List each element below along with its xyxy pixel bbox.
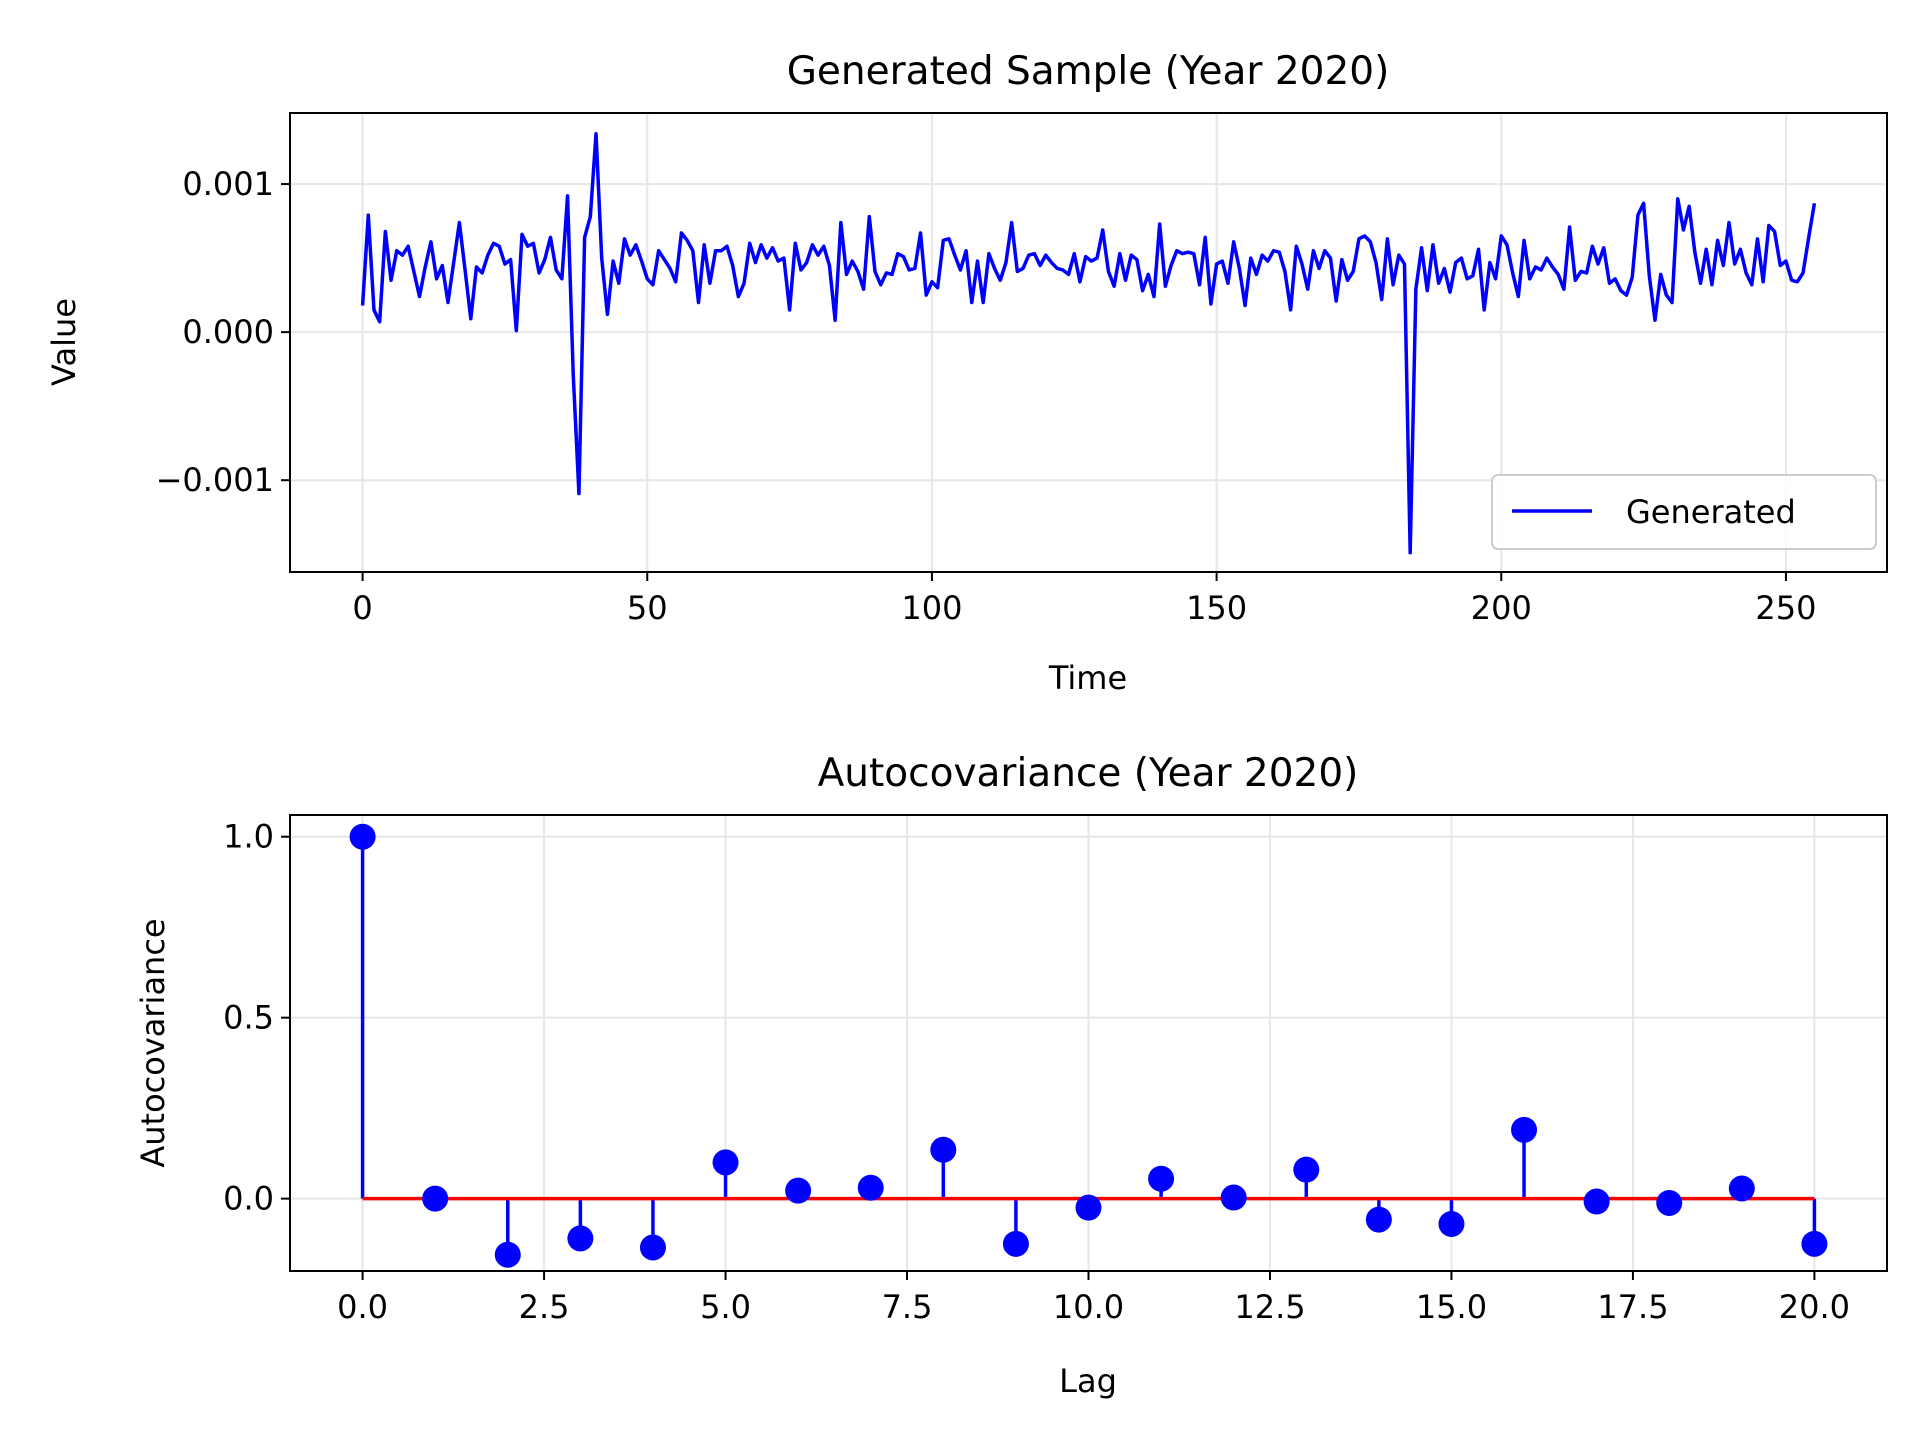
stem-marker (1075, 1194, 1102, 1221)
x-tick-label: 10.0 (1053, 1288, 1124, 1326)
legend-label-generated: Generated (1626, 493, 1796, 531)
time-series-y-axis-label: Value (45, 298, 83, 386)
stem-marker (639, 1234, 666, 1261)
y-tick-label: 0.001 (182, 165, 274, 203)
stem-marker (1728, 1175, 1755, 1202)
x-tick-label: 250 (1755, 589, 1816, 627)
stem-marker (785, 1177, 812, 1204)
x-tick-label: 150 (1186, 589, 1247, 627)
stem-marker (1220, 1184, 1247, 1211)
time-series-frame (289, 112, 1888, 573)
autocovariance-y-ticks: 1.0 0.5 0.0 (223, 818, 290, 1218)
autocovariance-plot-area (349, 823, 1828, 1268)
autocovariance-title: Autocovariance (Year 2020) (818, 751, 1359, 796)
x-tick-label: 200 (1471, 589, 1532, 627)
y-tick-label: 0.000 (182, 313, 274, 351)
stem-marker (349, 823, 376, 850)
autocovariance-panel: Autocovariance (Year 2020) 0.0 2.5 5.0 7.5 1… (134, 751, 1888, 1400)
stem-marker (857, 1174, 884, 1201)
stem-marker (1293, 1156, 1320, 1183)
stem-marker (930, 1136, 957, 1163)
x-tick-label: 7.5 (882, 1288, 933, 1326)
stem-marker (712, 1149, 739, 1176)
autocovariance-x-axis-label: Lag (1059, 1362, 1117, 1400)
legend-box (1491, 474, 1877, 550)
x-tick-label: 0 (352, 589, 372, 627)
time-series-legend: Generated (1491, 474, 1877, 550)
series-line-generated (360, 131, 1817, 555)
stem-marker (1438, 1210, 1465, 1237)
x-tick-label: 100 (901, 589, 962, 627)
x-tick-label: 15.0 (1416, 1288, 1487, 1326)
autocovariance-x-ticks: 0.0 2.5 5.0 7.5 10.0 12.5 15.0 17.5 20.0 (337, 1271, 1850, 1326)
time-series-panel: Generated Sample (Year 2020) 0 50 100 150 20… (45, 49, 1888, 697)
time-series-x-ticks: 0 50 100 150 200 250 (352, 572, 1816, 627)
y-tick-label: 0.0 (223, 1180, 274, 1218)
y-tick-label: 0.5 (223, 999, 274, 1037)
time-series-x-axis-label: Time (1048, 659, 1127, 697)
stem-marker (567, 1225, 594, 1252)
x-tick-label: 0.0 (337, 1288, 388, 1326)
x-tick-label: 50 (627, 589, 668, 627)
x-tick-label: 17.5 (1597, 1288, 1668, 1326)
stem-marker (422, 1185, 449, 1212)
stem-marker (1801, 1230, 1828, 1257)
stem-marker (1656, 1189, 1683, 1216)
y-tick-label: −0.001 (156, 461, 274, 499)
time-series-title: Generated Sample (Year 2020) (787, 49, 1390, 94)
time-series-y-ticks: 0.001 0.000 −0.001 (156, 165, 290, 499)
x-tick-label: 12.5 (1234, 1288, 1305, 1326)
stem-marker (1583, 1188, 1610, 1215)
stem-marker (1148, 1165, 1175, 1192)
stem-marker (1002, 1230, 1029, 1257)
stem-marker (1365, 1206, 1392, 1233)
x-tick-label: 2.5 (519, 1288, 570, 1326)
autocovariance-y-axis-label: Autocovariance (134, 918, 172, 1167)
stem-marker (1511, 1116, 1538, 1143)
x-tick-label: 5.0 (700, 1288, 751, 1326)
stem-marker (494, 1241, 521, 1268)
y-tick-label: 1.0 (223, 818, 274, 856)
x-tick-label: 20.0 (1779, 1288, 1850, 1326)
time-series-plot-area (360, 131, 1817, 555)
